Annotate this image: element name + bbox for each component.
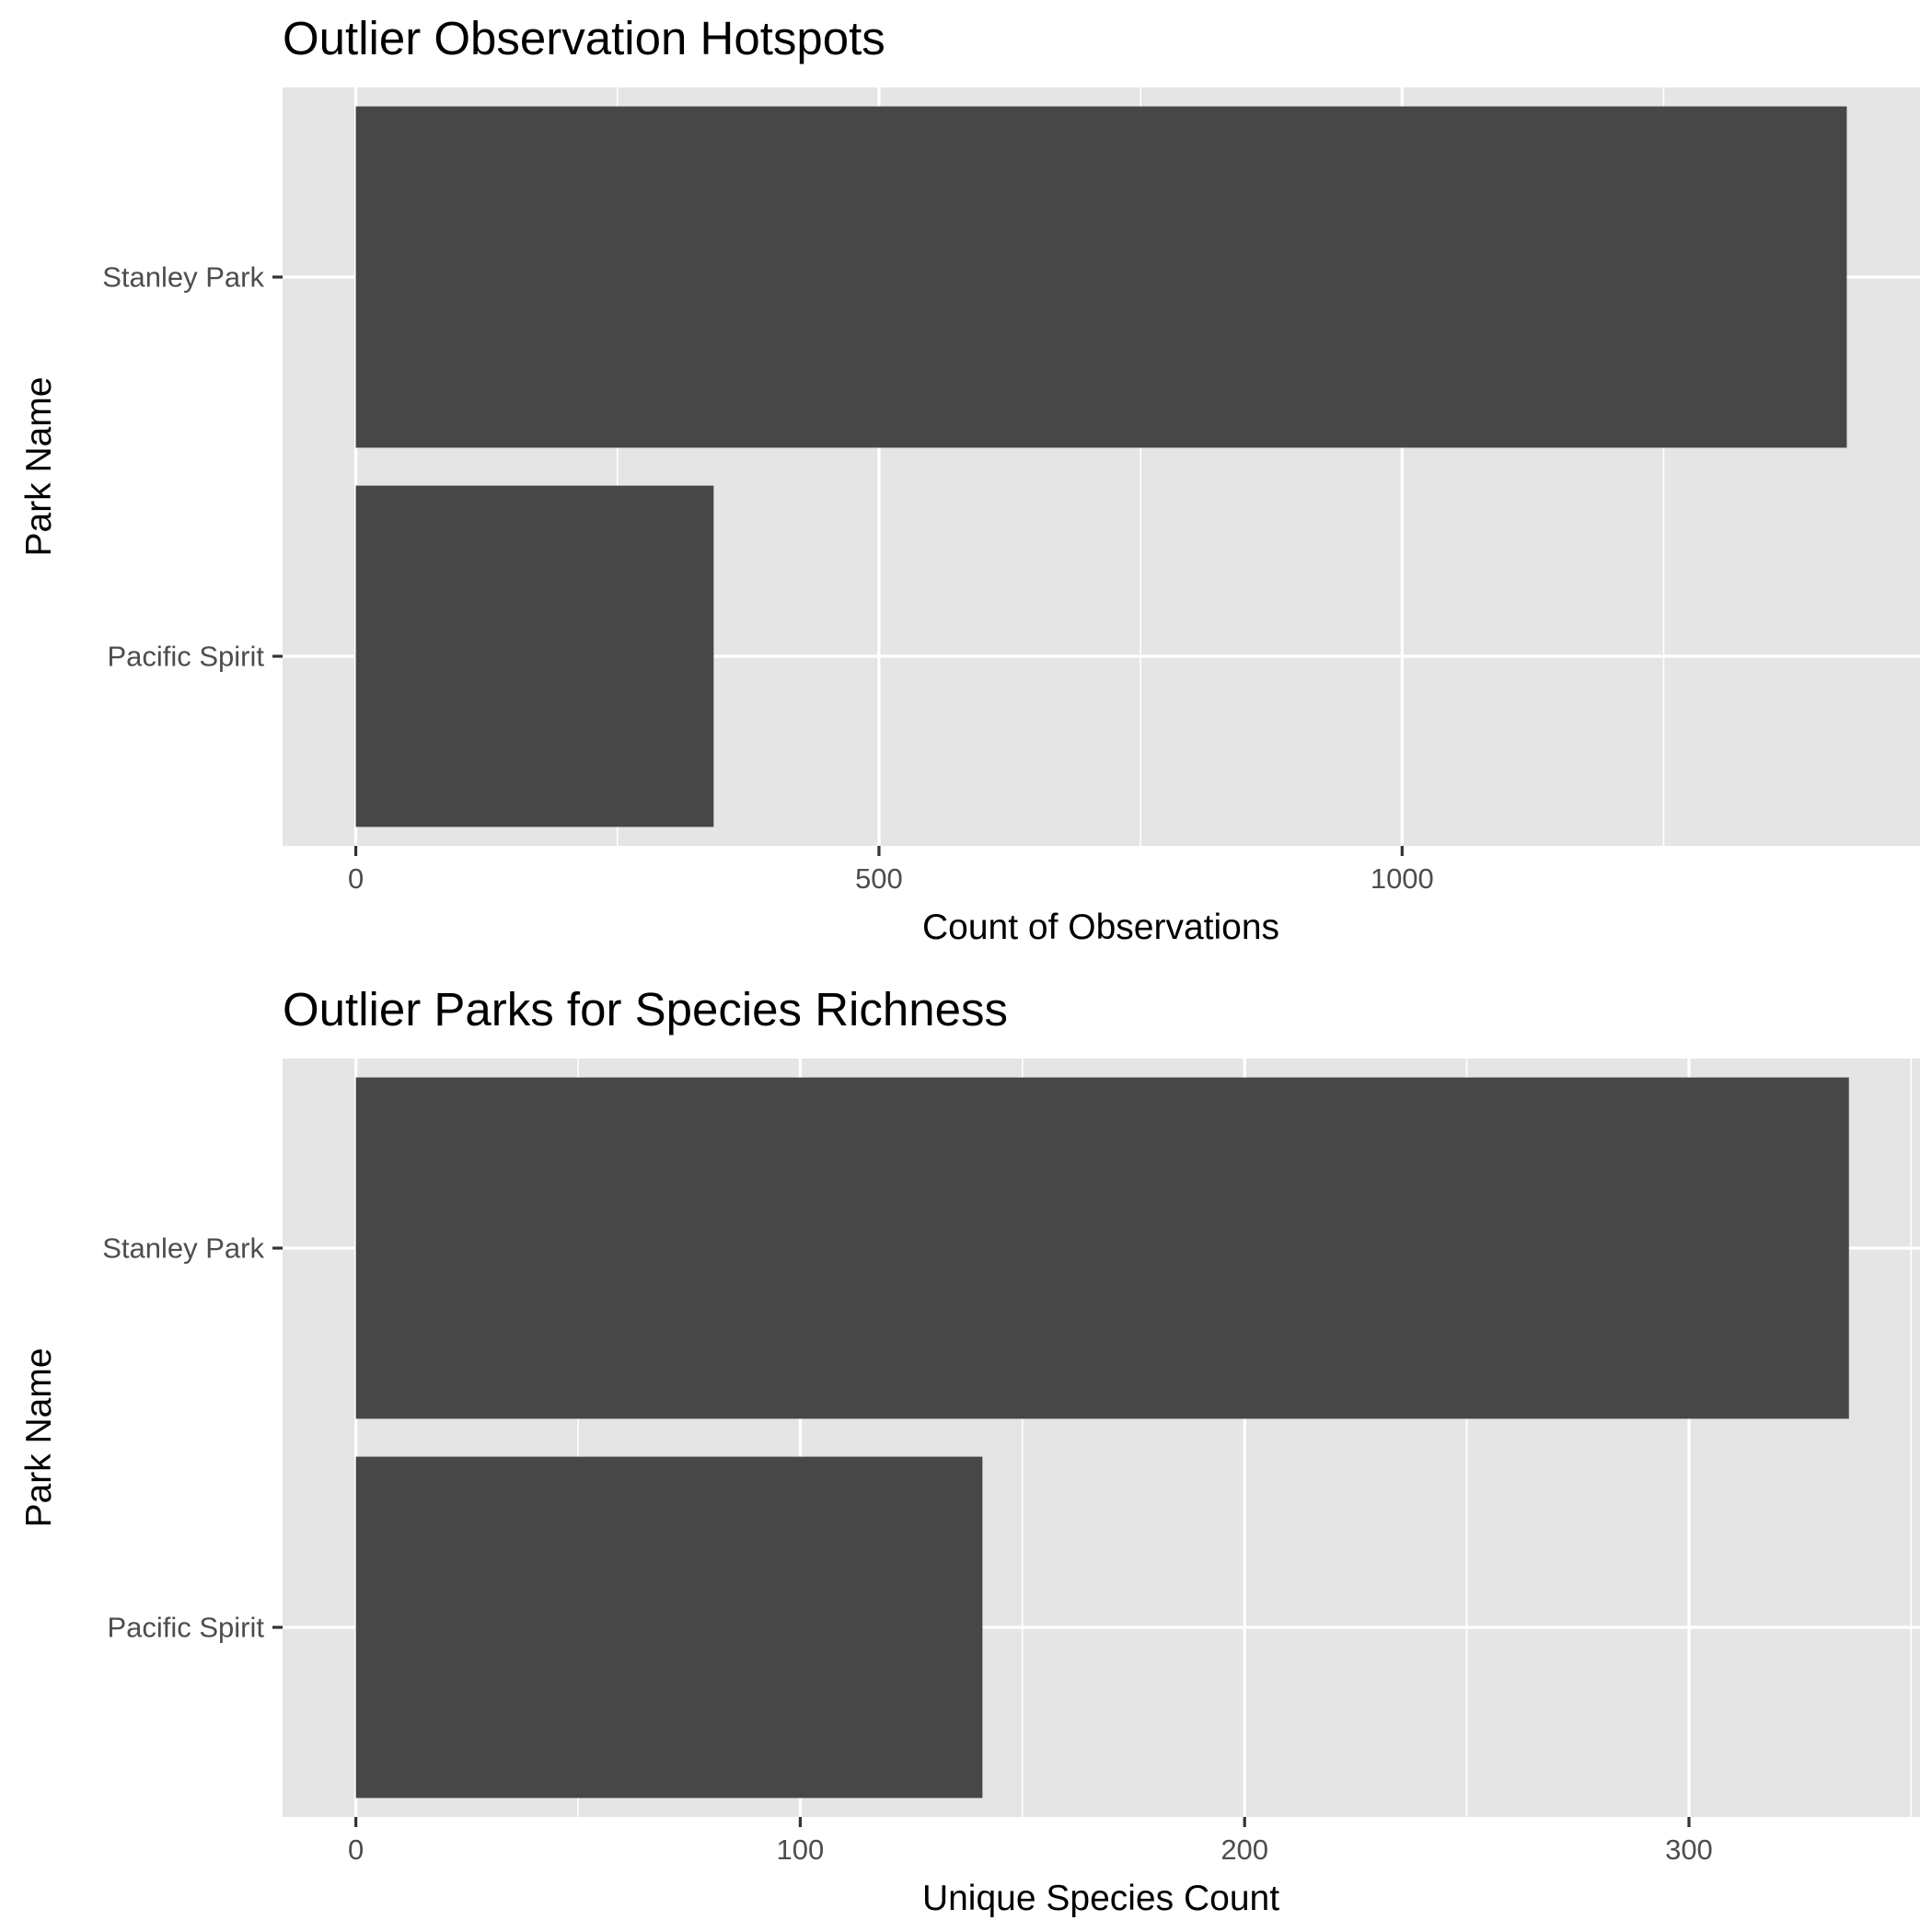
bar: [355, 485, 714, 827]
x-tick-label: 200: [1221, 1834, 1268, 1866]
bar: [355, 1456, 983, 1799]
y-tick-label: Pacific Spirit: [107, 641, 264, 673]
bar: [355, 106, 1847, 448]
x-tick-label: 100: [777, 1834, 825, 1866]
x-axis: 0 100 200 300: [348, 1817, 1713, 1866]
x-axis-title: Unique Species Count: [922, 1879, 1279, 1918]
x-tick-label: 0: [348, 1834, 364, 1866]
bars: [355, 106, 1847, 827]
bar: [355, 1077, 1849, 1419]
x-axis: 0 500 1000: [348, 846, 1434, 895]
y-axis-title: Park Name: [19, 1348, 59, 1527]
chart-title: Outlier Observation Hotspots: [283, 12, 885, 64]
y-tick-label: Stanley Park: [102, 261, 264, 294]
x-tick-label: 0: [348, 862, 364, 895]
y-tick-label: Pacific Spirit: [107, 1612, 264, 1644]
x-tick-label: 1000: [1371, 862, 1434, 895]
x-axis-title: Count of Observations: [922, 908, 1279, 947]
x-tick-label: 500: [855, 862, 903, 895]
y-axis-title: Park Name: [19, 376, 59, 556]
chart-species-richness: Outlier Parks for Species Richness Pacif…: [19, 983, 1920, 1918]
bars: [355, 1077, 1849, 1799]
x-tick-label: 300: [1665, 1834, 1713, 1866]
y-tick-label: Stanley Park: [102, 1232, 264, 1265]
y-axis: Pacific Spirit Stanley Park: [102, 1232, 283, 1644]
chart-title: Outlier Parks for Species Richness: [283, 983, 1008, 1035]
chart-observation-hotspots: Outlier Observation Hotspots Pacific Spi…: [19, 12, 1920, 947]
y-axis: Pacific Spirit Stanley Park: [102, 261, 283, 673]
